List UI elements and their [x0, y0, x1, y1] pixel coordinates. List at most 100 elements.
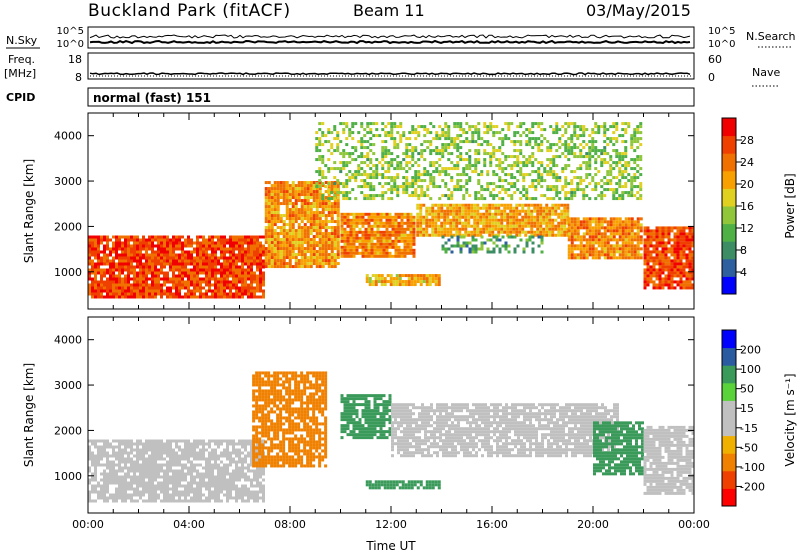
power-cell	[522, 179, 526, 183]
power-cell	[567, 191, 571, 195]
power-cell	[630, 146, 634, 150]
power-cell	[139, 295, 142, 299]
power-cell	[315, 170, 319, 174]
power-cell	[382, 245, 386, 249]
power-cell	[360, 143, 364, 147]
power-cell	[259, 280, 262, 284]
power-cell	[367, 224, 371, 228]
power-cell	[349, 224, 353, 228]
power-cell	[306, 259, 310, 263]
power-cell	[136, 250, 139, 254]
power-cell	[199, 280, 202, 284]
power-cell	[621, 223, 625, 227]
power-cell	[279, 196, 283, 200]
power-cell	[594, 223, 598, 227]
power-cell	[282, 250, 286, 254]
power-cell	[115, 235, 118, 239]
velocity-cell	[94, 484, 97, 488]
power-cell	[534, 122, 538, 126]
power-cell	[658, 259, 662, 263]
power-cell	[498, 161, 502, 165]
power-cell	[381, 140, 385, 144]
velocity-cell	[112, 445, 115, 449]
power-cell	[166, 295, 169, 299]
power-cell	[546, 158, 550, 162]
power-cell	[576, 217, 580, 221]
power-cell	[160, 235, 163, 239]
power-cell	[444, 125, 448, 129]
power-cell	[291, 181, 295, 185]
power-cell	[664, 250, 668, 254]
power-cell	[355, 245, 359, 249]
power-cell	[615, 164, 619, 168]
power-cell	[394, 233, 398, 237]
power-cell	[336, 238, 340, 242]
power-cell	[145, 286, 148, 290]
power-cell	[450, 152, 454, 156]
power-cell	[366, 176, 370, 180]
power-cell	[297, 196, 301, 200]
power-cell	[142, 289, 145, 293]
power-cell	[381, 197, 385, 201]
power-cell	[492, 152, 496, 156]
power-cell	[405, 155, 409, 159]
power-cell	[375, 167, 379, 171]
power-cell	[330, 146, 334, 150]
power-cell	[633, 173, 637, 177]
power-cell	[503, 206, 507, 210]
power-cell	[193, 283, 196, 287]
power-cell	[382, 236, 386, 240]
power-cell	[294, 265, 298, 269]
power-cell	[273, 199, 277, 203]
power-cell	[187, 289, 190, 293]
power-cell	[226, 265, 229, 269]
velocity-cell	[106, 496, 109, 500]
power-cell	[551, 206, 555, 210]
power-cell	[193, 295, 196, 299]
power-cell	[414, 194, 418, 198]
power-cell	[376, 224, 380, 228]
power-cell	[679, 259, 683, 263]
power-cell	[639, 185, 643, 189]
power-cell	[345, 194, 349, 198]
power-cell	[506, 218, 510, 222]
power-cell	[181, 262, 184, 266]
power-cell	[253, 289, 256, 293]
power-cell	[480, 194, 484, 198]
power-cell	[606, 223, 610, 227]
power-cell	[679, 280, 683, 284]
power-cell	[208, 265, 211, 269]
power-cell	[211, 253, 214, 257]
power-cell	[291, 229, 295, 233]
power-cell	[241, 244, 244, 248]
power-cell	[127, 289, 130, 293]
power-cell	[405, 137, 409, 141]
power-cell	[534, 170, 538, 174]
power-cell	[465, 188, 469, 192]
power-cell	[151, 274, 154, 278]
power-cell	[530, 209, 534, 213]
power-cell	[351, 131, 355, 135]
power-cell	[175, 280, 178, 284]
power-cell	[420, 188, 424, 192]
power-cell	[381, 128, 385, 132]
power-cell	[494, 206, 498, 210]
power-cell	[670, 229, 674, 233]
power-cell	[570, 241, 574, 245]
power-cell	[118, 292, 121, 296]
velocity-cell	[115, 475, 118, 479]
power-cell	[573, 253, 577, 257]
power-cell	[585, 229, 589, 233]
power-cell	[600, 152, 604, 156]
power-cell	[429, 131, 433, 135]
power-cell	[570, 247, 574, 251]
power-cell	[109, 283, 112, 287]
power-cell	[223, 289, 226, 293]
power-cell	[570, 232, 574, 236]
power-cell	[462, 158, 466, 162]
power-cell	[127, 235, 130, 239]
power-cell	[214, 250, 217, 254]
power-cell	[136, 292, 139, 296]
power-cell	[276, 265, 280, 269]
power-cell	[630, 238, 634, 242]
